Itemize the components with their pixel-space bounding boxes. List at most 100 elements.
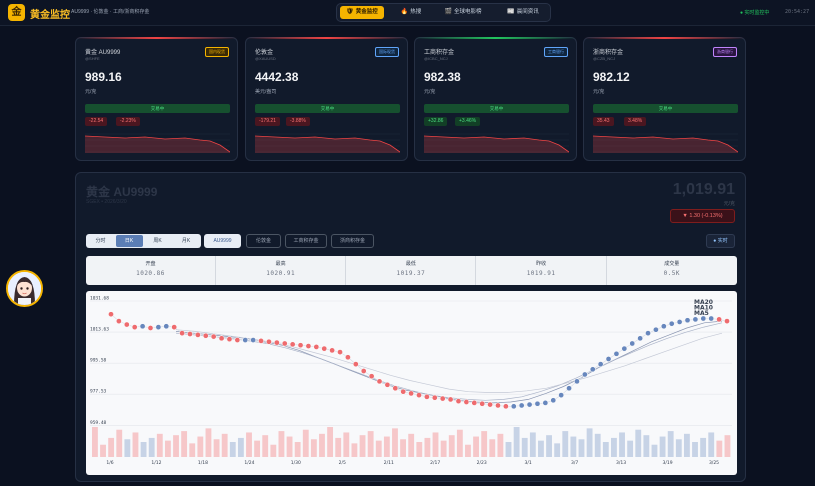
- symbol-tab-2[interactable]: 工商积存金: [285, 234, 327, 248]
- volume-bar: [164, 440, 171, 457]
- kline-point: [724, 318, 730, 324]
- card-price: 4442.38: [255, 70, 299, 84]
- price-card-0[interactable]: 黄金 AU9999 @SHFE 国内现货 989.16 元/克 交易中 -22.54 -2.2…: [75, 37, 238, 161]
- kline-point: [226, 336, 233, 343]
- kline-point: [621, 345, 628, 352]
- volume-bar: [221, 433, 228, 457]
- stat-label: 最低: [405, 261, 416, 267]
- stat-label: 开盘: [145, 261, 156, 267]
- kline-point: [684, 317, 691, 324]
- volume-bar: [310, 439, 317, 457]
- kline-point: [147, 325, 154, 331]
- volume-bar: [554, 443, 561, 457]
- kline-chart[interactable]: 1031.68 1013.63 995.58 977.53 959.48 1/6 1/12 1…: [86, 291, 737, 475]
- y-tick-label: 1031.68: [90, 295, 109, 301]
- volume-bar: [635, 429, 642, 457]
- price-card-2[interactable]: 工商积存金 @ICBC_NCJ 工商银行 982.38 元/克 交易中 +32.86 +3.4…: [414, 37, 577, 161]
- volume-bar: [619, 432, 625, 457]
- volume-bar: [497, 433, 504, 457]
- nav-tab-2[interactable]: 🎬 全球电影榜: [434, 6, 492, 19]
- volume-bar: [343, 432, 350, 457]
- card-accent-bar: [415, 37, 576, 39]
- card-unit: 美元/盎司: [255, 89, 277, 95]
- panel-change-badge: ▼ 1.30 (-0.13%): [670, 209, 735, 223]
- kline-point: [289, 341, 296, 348]
- volume-bar: [246, 432, 252, 457]
- card-price: 982.12: [593, 70, 630, 84]
- nav-tab-label: 晨间资讯: [516, 9, 539, 15]
- volume-bar: [278, 431, 285, 457]
- volume-bar: [546, 435, 552, 457]
- nav-tab-label: 热搜: [410, 9, 422, 15]
- kline-point: [495, 402, 501, 409]
- kline-point: [297, 342, 304, 349]
- nav-tab-icon: 📰: [507, 9, 515, 15]
- kline-point: [455, 398, 462, 405]
- symbol-tab-0[interactable]: AU9999: [204, 234, 241, 248]
- kline-point: [708, 315, 715, 322]
- price-card-3[interactable]: 浙商积存金 @CZB_NCJ 浙商银行 982.12 元/克 交易中 35.43 3.48%: [583, 37, 746, 161]
- kline-point: [629, 340, 636, 347]
- volume-bar: [424, 437, 431, 457]
- card-change-pct: 3.48%: [624, 117, 647, 126]
- volume-bar: [213, 439, 220, 457]
- kline-point: [510, 403, 517, 410]
- volume-bar: [505, 442, 512, 457]
- kline-point: [431, 394, 438, 401]
- kline-point: [447, 396, 454, 403]
- nav-tab-3[interactable]: 📰 晨间资讯: [499, 6, 547, 19]
- period-tab-2[interactable]: 周K: [153, 238, 162, 244]
- card-accent-bar: [246, 37, 407, 39]
- kline-point: [637, 335, 643, 342]
- period-tab-1[interactable]: 日K: [115, 235, 143, 247]
- kline-point: [716, 316, 722, 323]
- volume-bar: [610, 437, 617, 457]
- symbol-tab-3[interactable]: 浙商积存金: [331, 234, 374, 248]
- symbol-tab-1[interactable]: 伦敦金: [246, 234, 281, 248]
- volume-bar: [400, 439, 407, 457]
- top-bar: 金 黄金监控 AU9999 · 伦敦金 · 工商/浙商积存金 🛡 黄金监控 🔥 热搜 🎬…: [0, 0, 815, 26]
- volume-bar: [724, 435, 731, 457]
- x-tick-label: 3/7: [571, 460, 578, 466]
- kline-point: [108, 311, 114, 318]
- volume-bar: [643, 435, 650, 457]
- volume-bar: [683, 433, 690, 457]
- nav-tab-icon: 🔥: [400, 9, 409, 15]
- assistant-avatar[interactable]: [6, 270, 43, 307]
- card-change-pct: -2.23%: [116, 117, 140, 126]
- y-tick-label: 959.48: [90, 420, 107, 426]
- kline-point: [424, 393, 430, 400]
- nav-tab-1[interactable]: 🔥 热搜: [390, 6, 432, 19]
- kline-point: [534, 400, 541, 407]
- volume-bar: [262, 435, 269, 457]
- kline-point: [645, 330, 651, 337]
- nav-tab-label: 黄金监控: [355, 9, 378, 15]
- x-tick-label: 3/25: [709, 460, 719, 466]
- volume-bar: [456, 429, 463, 457]
- kline-point: [692, 316, 699, 323]
- legend-label: MA20: [694, 299, 713, 306]
- kline-point: [526, 401, 533, 408]
- stat-value: 1020.86: [136, 270, 165, 277]
- volume-bar: [116, 429, 123, 457]
- kline-point: [187, 331, 193, 337]
- kline-point: [605, 356, 612, 362]
- period-tab-0[interactable]: 分时: [95, 238, 106, 244]
- x-tick-label: 1/24: [244, 460, 254, 466]
- x-tick-label: 2/23: [477, 460, 487, 466]
- kline-point: [360, 368, 367, 374]
- realtime-button[interactable]: ● 实时: [706, 234, 735, 248]
- volume-bar: [173, 435, 179, 457]
- kline-point: [408, 390, 414, 397]
- kline-point: [439, 395, 446, 402]
- card-price: 989.16: [85, 70, 122, 84]
- card-badge: 工商银行: [544, 47, 568, 57]
- live-status: ● 实时监控中: [740, 10, 770, 16]
- period-tab-3[interactable]: 月K: [181, 238, 191, 244]
- card-name: 工商积存金: [424, 50, 455, 56]
- volume-bar: [465, 444, 471, 457]
- stat-value: 1019.91: [526, 270, 556, 277]
- price-card-1[interactable]: 伦敦金 @XAUUSD 国际现货 4442.38 美元/盎司 交易中 -179.21 -3.8…: [245, 37, 408, 161]
- nav-tab-0[interactable]: 🛡 黄金监控: [340, 6, 384, 19]
- kline-point: [266, 338, 272, 345]
